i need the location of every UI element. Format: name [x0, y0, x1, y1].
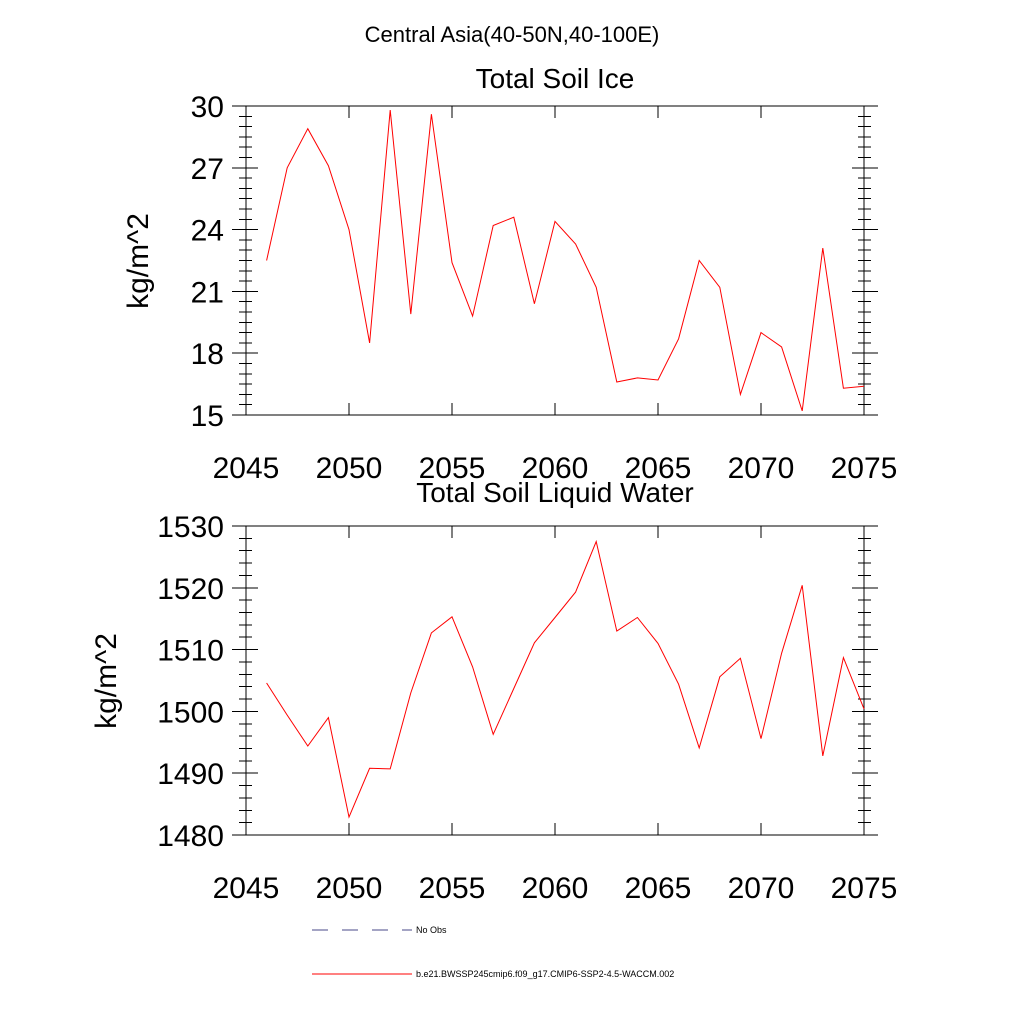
legend: No Obs b.e21.BWSSP245cmip6.f09_g17.CMIP6…: [312, 925, 674, 979]
series-line: [266, 110, 865, 412]
series-line: [266, 539, 865, 819]
y-tick-label: 1500: [157, 696, 224, 729]
x-tick-label: 2045: [213, 452, 280, 485]
plot-frame: [245, 525, 865, 836]
y-tick-label: 1530: [157, 511, 224, 544]
y-tick-label: 1510: [157, 635, 224, 668]
x-tick-label: 2045: [213, 872, 280, 905]
y-tick-label: 1490: [157, 758, 224, 791]
x-tick-label: 2075: [831, 872, 898, 905]
y-tick-label: 30: [191, 91, 224, 124]
x-tick-label: 2065: [625, 872, 692, 905]
x-tick-label: 2070: [728, 452, 795, 485]
y-tick-label: 18: [191, 338, 224, 371]
y-tick-label: 27: [191, 153, 224, 186]
y-tick-label: 1480: [157, 820, 224, 853]
legend-label-no-obs: No Obs: [416, 925, 447, 935]
x-tick-label: 2070: [728, 872, 795, 905]
x-tick-label: 2060: [522, 452, 589, 485]
x-tick-label: 2075: [831, 452, 898, 485]
y-tick-label: 1520: [157, 573, 224, 606]
y-tick-label: 15: [191, 400, 224, 433]
y-axis-label: kg/m^2: [122, 213, 155, 309]
panel-soil-ice: Total Soil Ice kg/m^2 2045 2050 2055 2060 20…: [122, 63, 897, 485]
x-tick-label: 2055: [419, 452, 486, 485]
y-tick-label: 21: [191, 276, 224, 309]
legend-label-model: b.e21.BWSSP245cmip6.f09_g17.CMIP6-SSP2-4…: [416, 969, 674, 979]
plot-frame: [245, 105, 865, 416]
y-tick-label: 24: [191, 215, 224, 248]
x-tick-label: 2050: [316, 872, 383, 905]
x-tick-label: 2055: [419, 872, 486, 905]
chart-title: Total Soil Liquid Water: [416, 477, 694, 508]
x-tick-label: 2060: [522, 872, 589, 905]
chart-title: Total Soil Ice: [476, 63, 635, 94]
x-tick-label: 2065: [625, 452, 692, 485]
x-tick-label: 2050: [316, 452, 383, 485]
panel-soil-liquid-water: Total Soil Liquid Water kg/m^2 2045 2050 2…: [90, 477, 897, 905]
figure-title: Central Asia(40-50N,40-100E): [365, 22, 660, 47]
y-axis-label: kg/m^2: [90, 633, 123, 729]
